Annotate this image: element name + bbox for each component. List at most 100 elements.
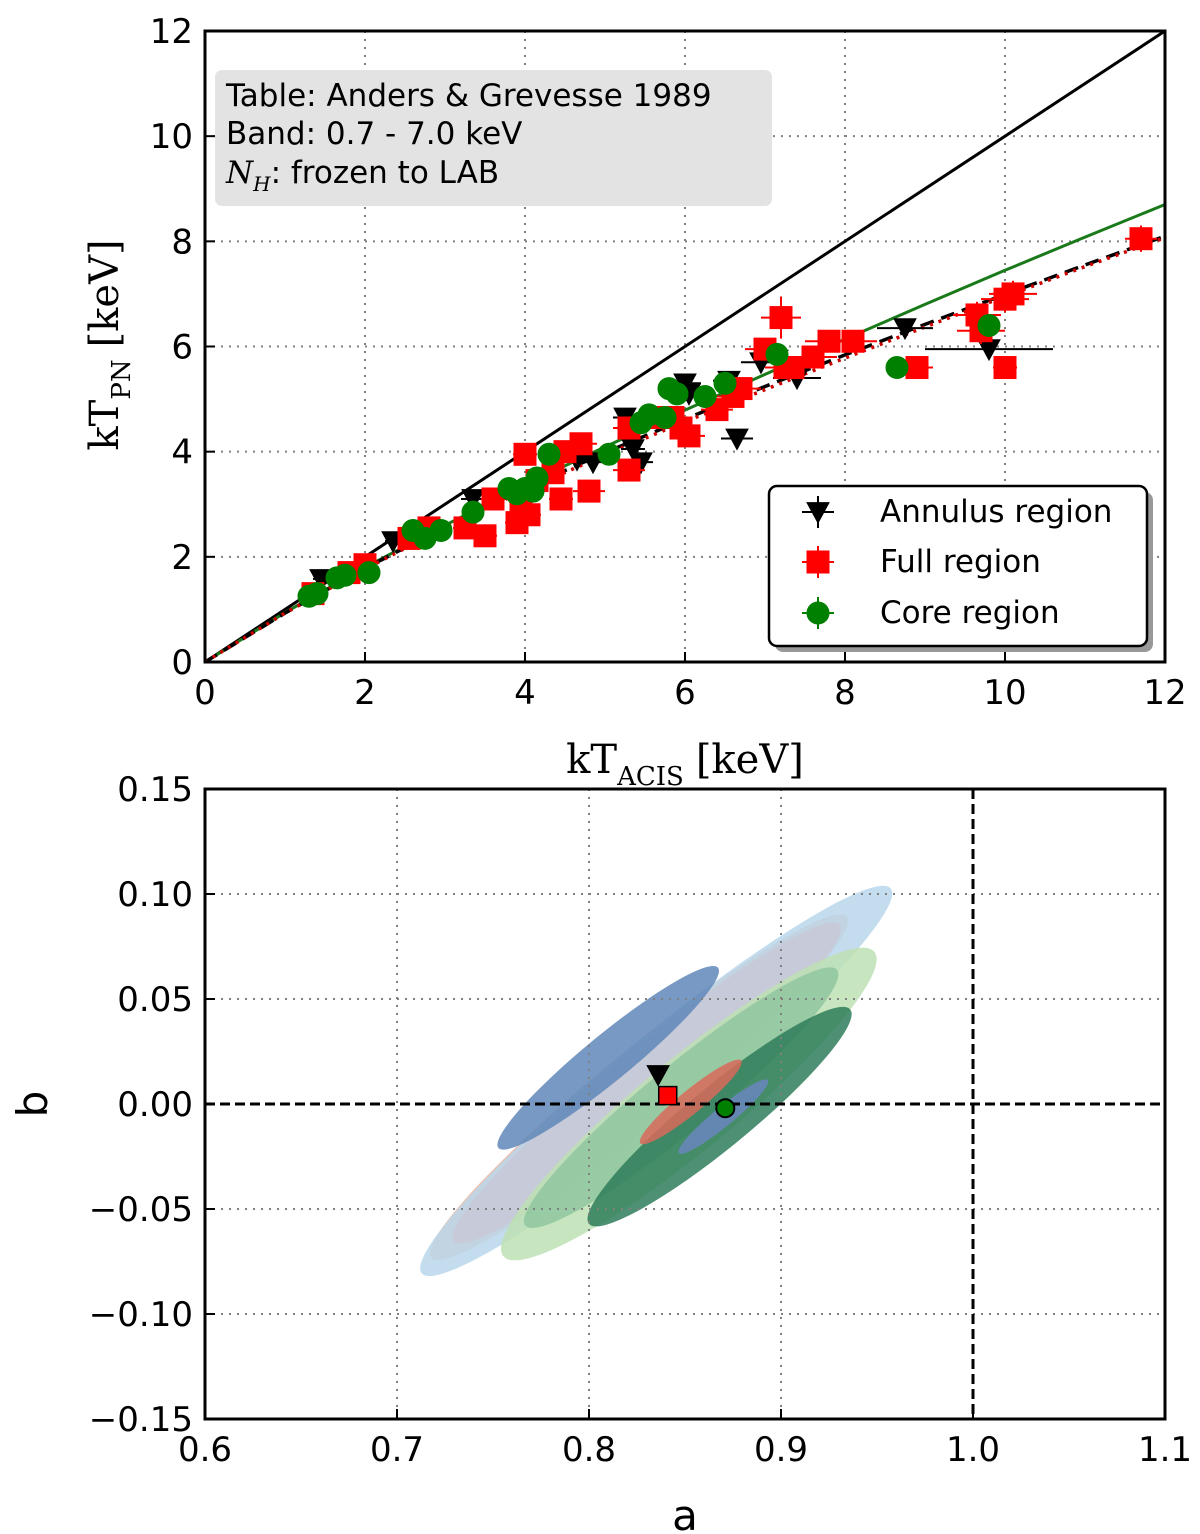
annotation-table: Table: Anders & Grevesse 1989	[225, 78, 712, 114]
full-point	[1001, 282, 1025, 306]
bottom-y-tick-label: 0.00	[117, 1085, 193, 1125]
top-x-tick-label: 6	[674, 673, 696, 713]
fit-parameter-panel: 0.6 0.7 0.8 0.9 1.0 1.1 −0.15 −0.10 −0.05 0.00 0.0…	[8, 770, 1192, 1534]
full-point	[473, 524, 497, 548]
annulus-point	[461, 489, 485, 512]
full-point	[905, 356, 929, 380]
full-point	[1129, 227, 1153, 251]
core-point	[537, 442, 561, 466]
core-point	[665, 382, 689, 406]
top-x-tick-label: 12	[1143, 673, 1186, 713]
core-best-fit	[715, 1098, 736, 1119]
top-y-axis-label: kTPN [keV]	[82, 239, 137, 450]
full-point	[577, 479, 601, 503]
full-point	[677, 424, 701, 448]
annulus-point	[893, 318, 917, 341]
bottom-x-tick-label: 1.0	[946, 1430, 1000, 1470]
bottom-y-tick-label: 0.10	[117, 875, 193, 915]
legend-core-marker	[806, 601, 830, 625]
full-point	[549, 487, 573, 511]
best-fit-points	[646, 1065, 736, 1119]
top-y-label-unit: [keV]	[82, 239, 128, 347]
legend-label-core: Core region	[880, 595, 1060, 631]
legend-markers	[802, 496, 834, 629]
core-point	[597, 442, 621, 466]
top-y-tick-label: 4	[171, 433, 193, 473]
top-y-label-sub: PN	[107, 359, 137, 399]
legend-label-full: Full region	[880, 544, 1041, 580]
top-y-tick-label: 2	[171, 538, 193, 578]
legend-annulus-marker	[806, 502, 830, 525]
core-point	[461, 500, 485, 524]
core-point	[525, 466, 549, 490]
top-y-tick-label: 0	[171, 643, 193, 683]
bottom-y-tick-label: 0.05	[117, 980, 193, 1020]
top-x-label-base: kT	[566, 737, 617, 783]
legend: Annulus region Full region Core region	[767, 484, 1153, 652]
full-point	[517, 503, 541, 527]
annulus-best-fit	[646, 1065, 670, 1087]
core-point	[429, 519, 453, 543]
core-point	[977, 313, 1001, 337]
bottom-x-tick-label: 0.6	[178, 1430, 232, 1470]
full-point	[617, 458, 641, 482]
top-x-label-sub: ACIS	[616, 762, 684, 792]
bottom-x-tick-label: 1.1	[1138, 1430, 1192, 1470]
legend-label-annulus: Annulus region	[880, 494, 1112, 530]
top-y-tick-label: 10	[150, 117, 193, 157]
bottom-y-axis-label: b	[8, 1091, 57, 1118]
top-x-label-unit: [keV]	[696, 737, 804, 783]
annotation-nh-symbol: N	[225, 155, 255, 191]
bottom-grid	[205, 789, 1165, 1419]
annulus-point	[621, 439, 645, 462]
top-x-tick-label: 4	[514, 673, 536, 713]
top-y-tick-label: 12	[150, 12, 193, 52]
bottom-tick-labels: 0.6 0.7 0.8 0.9 1.0 1.1 −0.15 −0.10 −0.05 0.00 0.0…	[89, 770, 1192, 1470]
annotation-background	[215, 70, 772, 206]
top-y-tick-label: 6	[171, 328, 193, 368]
bottom-x-tick-label: 0.8	[562, 1430, 616, 1470]
legend-full-marker	[806, 550, 830, 574]
top-x-tick-label: 0	[194, 673, 216, 713]
full-point	[993, 356, 1017, 380]
core-point	[653, 405, 677, 429]
legend-frame	[767, 484, 1149, 648]
full-point	[569, 432, 593, 456]
core-point	[333, 563, 357, 587]
bottom-x-axis-label: a	[672, 1491, 698, 1534]
bottom-y-tick-label: −0.10	[89, 1295, 193, 1335]
core-point	[357, 561, 381, 585]
annotation-band: Band: 0.7 - 7.0 keV	[226, 116, 522, 152]
core-point	[765, 342, 789, 366]
annotation-nh-sub: H	[252, 172, 271, 196]
top-tick-labels: 0 2 4 6 8 10 12 0 2 4 6 8 10 12	[150, 12, 1187, 713]
top-y-tick-label: 8	[171, 222, 193, 262]
bottom-y-tick-label: −0.05	[89, 1190, 193, 1230]
top-x-tick-label: 8	[834, 673, 856, 713]
full-point	[513, 442, 537, 466]
bottom-y-tick-label: −0.15	[89, 1400, 193, 1440]
top-y-label-base: kT	[82, 399, 128, 450]
core-point	[693, 384, 717, 408]
bottom-x-tick-label: 0.7	[370, 1430, 424, 1470]
core-point	[713, 371, 737, 395]
core-point	[885, 356, 909, 380]
confidence-region-7	[639, 1059, 742, 1145]
bottom-x-tick-label: 0.9	[754, 1430, 808, 1470]
top-x-tick-label: 10	[983, 673, 1026, 713]
annotation-box: Table: Anders & Grevesse 1989 Band: 0.7 …	[215, 70, 772, 206]
core-point	[305, 582, 329, 606]
full-best-fit	[657, 1085, 678, 1106]
annotation-nh: NH: frozen to LAB	[225, 155, 499, 196]
annotation-nh-text: : frozen to LAB	[271, 155, 500, 191]
full-point	[769, 306, 793, 330]
full-point	[841, 329, 865, 353]
temperature-comparison-panel: 0 2 4 6 8 10 12 0 2 4 6 8 10 12 Table: Anders & Greve…	[82, 12, 1187, 792]
full-point	[481, 487, 505, 511]
top-x-axis-label: kTACIS [keV]	[566, 737, 804, 792]
bottom-y-tick-label: 0.15	[117, 770, 193, 810]
annulus-point	[725, 428, 749, 451]
top-x-tick-label: 2	[354, 673, 376, 713]
reference-lines	[205, 789, 1165, 1419]
